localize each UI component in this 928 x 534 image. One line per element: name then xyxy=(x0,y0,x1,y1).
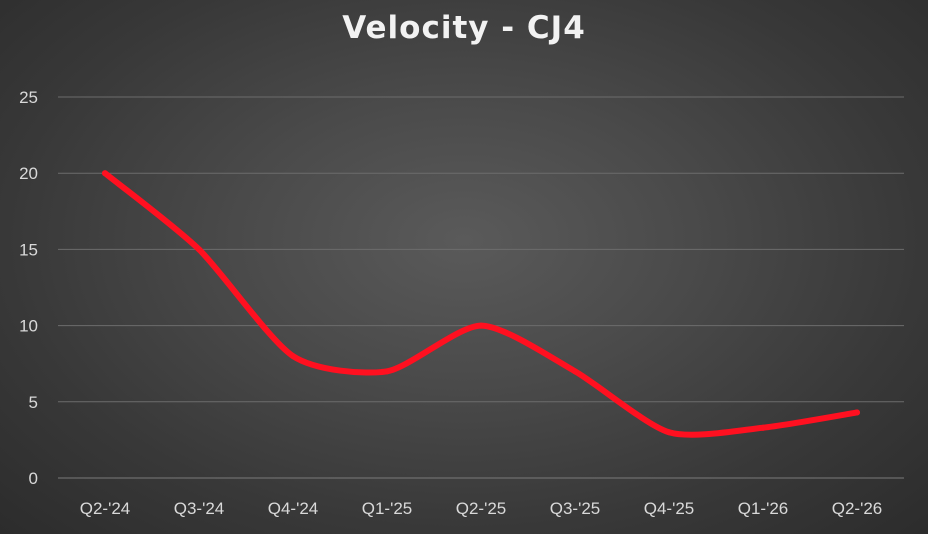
x-tick-label: Q2-'25 xyxy=(456,499,507,518)
data-point xyxy=(290,353,296,360)
x-tick-label: Q4-'25 xyxy=(644,499,695,518)
x-tick-label: Q1-'25 xyxy=(362,499,413,518)
y-tick-label: 10 xyxy=(19,317,38,336)
data-point xyxy=(102,170,108,177)
data-point xyxy=(854,409,860,416)
y-tick-label: 20 xyxy=(19,164,38,183)
y-tick-label: 15 xyxy=(19,240,38,259)
data-point xyxy=(666,429,672,436)
x-tick-label: Q3-'24 xyxy=(174,499,225,518)
data-point xyxy=(478,322,484,329)
chart-title: Velocity - CJ4 xyxy=(342,10,586,46)
data-point xyxy=(760,424,766,431)
data-point xyxy=(572,368,578,375)
y-tick-label: 0 xyxy=(29,469,38,488)
x-tick-label: Q2-'26 xyxy=(832,499,883,518)
data-point xyxy=(196,246,202,253)
x-tick-label: Q1-'26 xyxy=(738,499,789,518)
x-tick-label: Q4-'24 xyxy=(268,499,319,518)
y-tick-label: 25 xyxy=(19,88,38,107)
x-tick-label: Q2-'24 xyxy=(80,499,131,518)
data-point xyxy=(384,368,390,375)
x-tick-label: Q3-'25 xyxy=(550,499,601,518)
y-tick-label: 5 xyxy=(29,393,38,412)
series-line xyxy=(102,170,860,438)
